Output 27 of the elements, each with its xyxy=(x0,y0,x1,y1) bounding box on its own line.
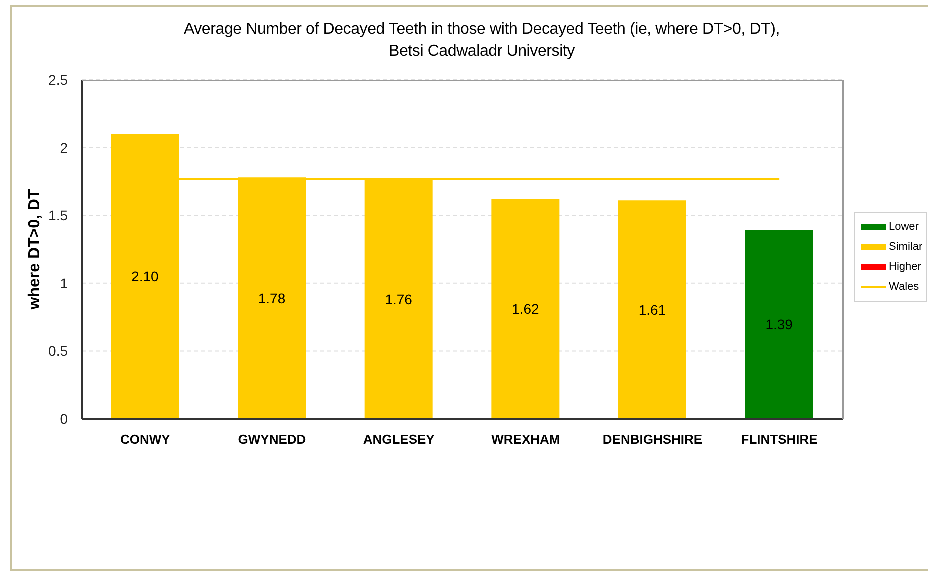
x-tick-label: ANGLESEY xyxy=(363,432,436,448)
y-tick-label: 1 xyxy=(60,275,68,292)
y-tick-label: 0 xyxy=(60,410,68,427)
y-tick-label: 0.5 xyxy=(48,343,68,360)
bar xyxy=(745,230,814,419)
bar xyxy=(492,199,560,419)
x-tick-label: WREXHAM xyxy=(492,432,560,448)
data-label: 1.76 xyxy=(385,292,413,308)
data-label: 1.78 xyxy=(258,290,286,306)
bar xyxy=(618,200,687,419)
data-label: 1.62 xyxy=(512,301,540,318)
legend-label: Similar xyxy=(889,241,923,253)
legend-label: Wales xyxy=(889,281,920,293)
legend-label: Lower xyxy=(889,221,919,233)
y-tick-label: 2 xyxy=(60,140,68,156)
x-tick-label: CONWY xyxy=(120,432,171,448)
x-tick-label: DENBIGHSHIRE xyxy=(602,432,703,448)
x-tick-label: GWYNEDD xyxy=(238,432,306,448)
data-label: 1.39 xyxy=(766,316,794,333)
chart-title: Average Number of Decayed Teeth in those with Decayed Teeth (ie, where DT>0, DT), Betsi Cadwaladr University xyxy=(182,20,782,62)
data-label: 2.10 xyxy=(132,268,160,285)
data-label: 1.61 xyxy=(638,302,666,318)
legend-label: Higher xyxy=(889,261,922,273)
y-axis-title: where DT>0, DT xyxy=(26,189,44,311)
y-tick-label: 1.5 xyxy=(48,208,68,224)
y-tick-label: 2.5 xyxy=(48,72,68,88)
x-tick-label: FLINTSHIRE xyxy=(741,432,818,448)
